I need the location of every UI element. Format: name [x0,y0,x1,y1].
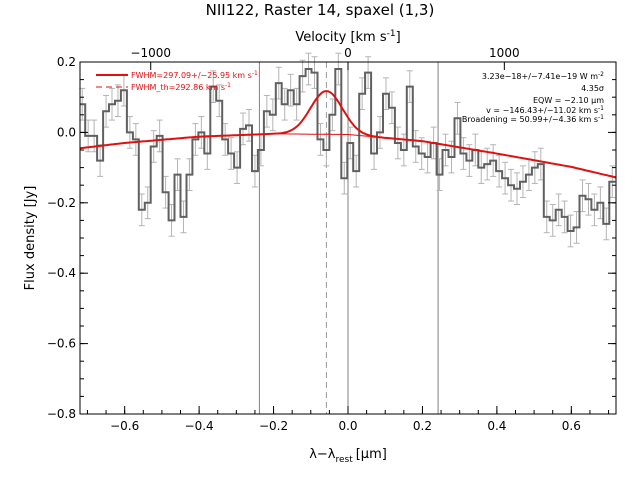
x-ticks-group: −0.6 −0.4 −0.2 0.0 0.2 0.4 0.6 [86,406,610,433]
y-tick-label-0: −0.8 [47,407,76,421]
y-tick-label-1: −0.6 [47,337,76,351]
x-tick-label-1: −0.4 [185,419,214,433]
annotation-flux: 3.23e−18+/−7.41e−19 W m-2 [482,71,604,81]
annotation-eqw: EQW = −2.10 μm [533,96,604,105]
x-tick-label-0: −0.6 [110,419,139,433]
legend: FWHM=297.09+/−25.95 km s-1 FWHM_th=292.8… [96,70,258,92]
fit-group [79,90,617,179]
top-ticks-group: −1000 0 1000 [130,46,520,70]
x-tick-label-2: −0.2 [259,419,288,433]
annotation-velocity: v = −146.43+/−11.02 km s-1 [486,105,604,115]
x-tick-label-5: 0.4 [487,419,506,433]
x-tick-label-4: 0.2 [413,419,432,433]
vertical-lines-group [258,62,439,414]
legend-entry-fwhm: FWHM=297.09+/−25.95 km s-1 [131,70,258,80]
top-tick-label-1: 0 [344,46,352,60]
top-axis-label: Velocity [km s-1] [295,29,400,45]
y-tick-label-4: 0.0 [57,125,76,139]
step-series-group [80,68,616,232]
x-axis-label: λ−λrest [μm] [309,447,387,465]
y-tick-label-2: −0.4 [47,266,76,280]
y-axis-label: Flux density [Jy] [23,186,38,291]
y-tick-label-5: 0.2 [57,55,76,69]
annotation-broadening: Broadening = 50.99+/−4.36 km s-1 [462,114,604,124]
x-tick-label-6: 0.6 [562,419,581,433]
chart-title: NII122, Raster 14, spaxel (1,3) [206,1,435,19]
fit-line [79,90,617,179]
top-tick-label-0: −1000 [130,46,171,60]
legend-entry-fwhm-th: FWHM_th=292.86 km s-1 [131,82,231,92]
top-tick-label-2: 1000 [489,46,520,60]
fit-annotations: 3.23e−18+/−7.41e−19 W m-2 4.35σ EQW = −2… [462,71,604,124]
step-series-line [80,68,616,232]
x-tick-label-3: 0.0 [338,419,357,433]
y-ticks-group: −0.8 −0.6 −0.4 −0.2 0.0 0.2 [47,55,616,421]
annotation-sigma: 4.35σ [581,84,604,93]
y-tick-label-3: −0.2 [47,196,76,210]
